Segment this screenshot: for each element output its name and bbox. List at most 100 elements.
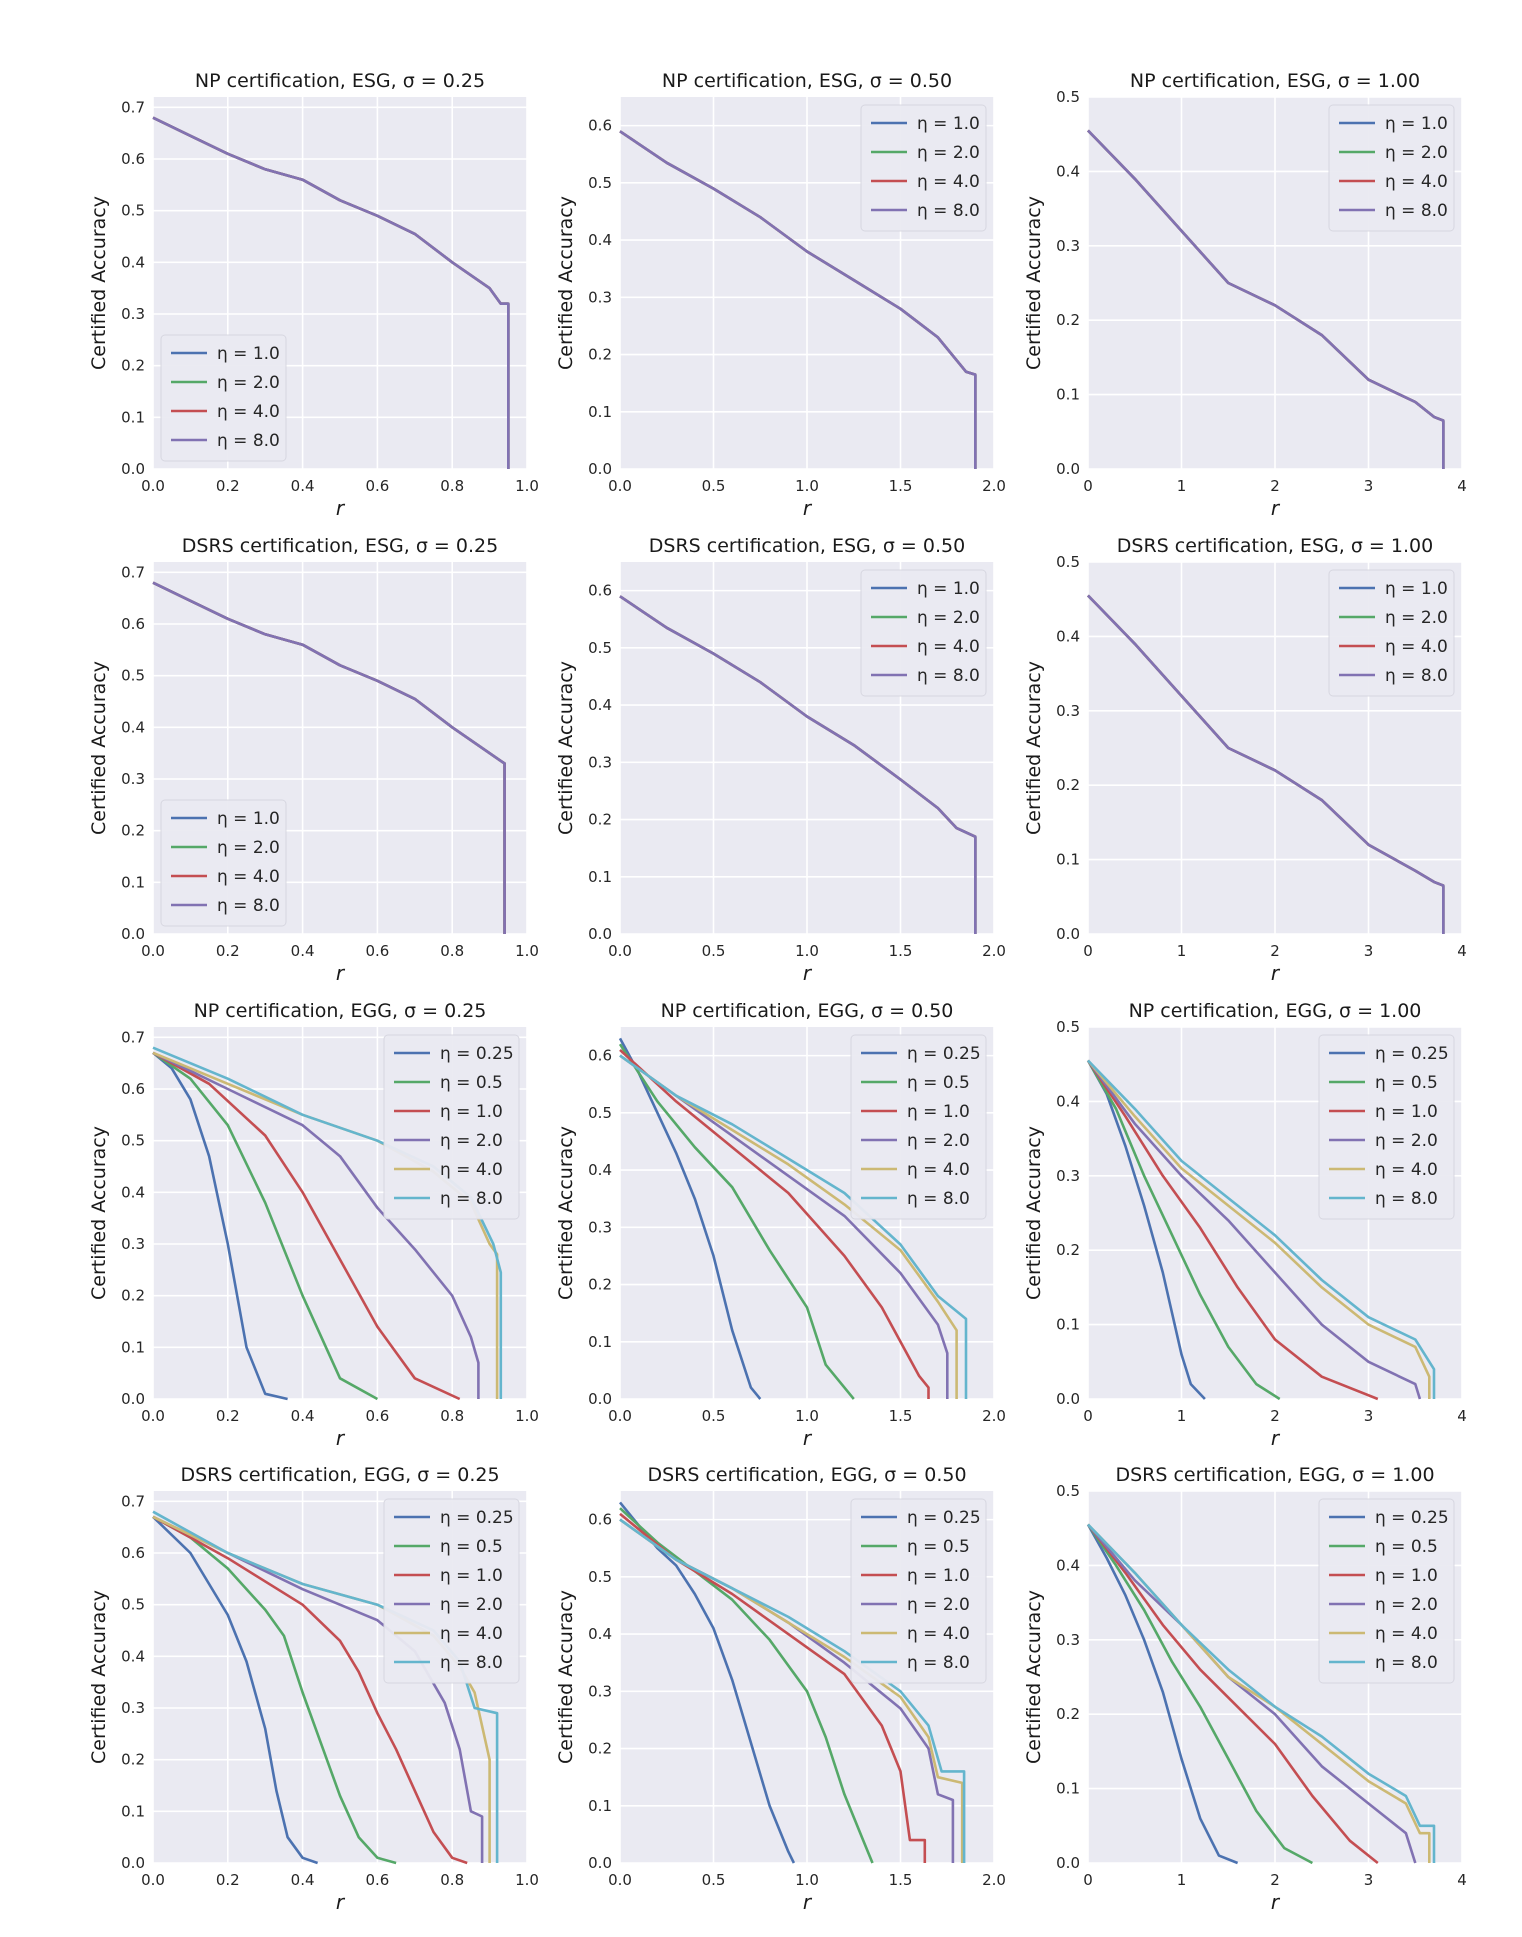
y-tick-label: 0.5 xyxy=(588,639,612,657)
x-tick-label: 0.0 xyxy=(608,1871,632,1889)
y-tick-label: 0.0 xyxy=(121,925,145,943)
x-axis-label: r xyxy=(803,1426,813,1450)
chart-title: NP certification, EGG, σ = 0.50 xyxy=(661,1000,954,1022)
y-tick-label: 0.1 xyxy=(1056,851,1080,869)
legend-label: η = 0.25 xyxy=(907,1044,981,1064)
series-line xyxy=(1086,1059,1422,1400)
y-axis-label: Certified Accuracy xyxy=(555,661,577,835)
y-tick-label: 0.1 xyxy=(1056,386,1080,404)
legend-label: η = 0.5 xyxy=(907,1073,970,1093)
y-tick-label: 0.2 xyxy=(588,811,612,829)
y-tick-label: 0.4 xyxy=(588,1161,612,1179)
y-tick-label: 0.4 xyxy=(121,1647,145,1665)
x-tick-label: 1.0 xyxy=(795,942,819,960)
legend-label: η = 1.0 xyxy=(1385,114,1448,134)
x-tick-label: 0 xyxy=(1083,1407,1093,1425)
chart-panel: 0.0 0.2 0.4 0.6 0.8 1.0 0.0 0.1 0.2 0.3 0.4 0.5 0.6 0… xyxy=(88,535,539,985)
x-tick-label: 3 xyxy=(1364,942,1374,960)
legend-label: η = 2.0 xyxy=(917,608,980,628)
legend-label: η = 2.0 xyxy=(1385,608,1448,628)
y-tick-label: 0.0 xyxy=(588,1854,612,1872)
chart-panel: 0.0 0.2 0.4 0.6 0.8 1.0 0.0 0.1 0.2 0.3 0.4 0.5 0.6 0… xyxy=(88,1000,539,1450)
x-tick-label: 0.6 xyxy=(365,942,389,960)
chart-panel: 0.0 0.5 1.0 1.5 2.0 0.0 0.1 0.2 0.3 0.4 0.5 0.6 DSRS… xyxy=(555,1464,1006,1914)
x-tick-label: 4 xyxy=(1457,1407,1467,1425)
y-tick-label: 0.2 xyxy=(121,1751,145,1769)
legend-label: η = 2.0 xyxy=(440,1595,503,1615)
legend-label: η = 4.0 xyxy=(907,1160,970,1180)
legend-label: η = 8.0 xyxy=(917,201,980,221)
chart-title: DSRS certification, ESG, σ = 0.25 xyxy=(182,535,498,557)
series-line xyxy=(1087,594,1445,934)
x-tick-label: 2 xyxy=(1270,942,1280,960)
x-tick-label: 1.5 xyxy=(889,1407,913,1425)
series-line xyxy=(619,595,977,934)
legend-label: η = 1.0 xyxy=(1375,1102,1438,1122)
legend-box xyxy=(860,104,987,232)
x-tick-label: 2 xyxy=(1270,477,1280,495)
y-tick-label: 0.0 xyxy=(1056,1854,1080,1872)
y-tick-label: 0.4 xyxy=(588,1625,612,1643)
legend-label: η = 1.0 xyxy=(1385,579,1448,599)
y-tick-label: 0.1 xyxy=(1056,1780,1080,1798)
x-tick-label: 1.0 xyxy=(795,1407,819,1425)
y-tick-label: 0.1 xyxy=(121,1338,145,1356)
legend-label: η = 4.0 xyxy=(440,1624,503,1644)
x-tick-label: 1 xyxy=(1177,942,1187,960)
x-tick-label: 0.0 xyxy=(141,1871,165,1889)
x-tick-label: 0.4 xyxy=(291,1871,315,1889)
legend-label: η = 4.0 xyxy=(217,867,280,887)
x-tick-label: 0.4 xyxy=(291,942,315,960)
x-tick-label: 3 xyxy=(1364,477,1374,495)
chart-title: NP certification, ESG, σ = 0.25 xyxy=(195,70,485,92)
x-tick-label: 1.0 xyxy=(795,477,819,495)
x-tick-label: 0.2 xyxy=(216,1871,240,1889)
y-tick-label: 0.5 xyxy=(121,202,145,220)
x-tick-label: 0.8 xyxy=(440,1407,464,1425)
x-tick-label: 0.6 xyxy=(365,1407,389,1425)
series-line xyxy=(619,1054,958,1399)
legend-label: η = 8.0 xyxy=(907,1653,970,1673)
y-tick-label: 0.4 xyxy=(1056,1556,1080,1574)
legend-label: η = 2.0 xyxy=(917,143,980,163)
y-tick-label: 0.2 xyxy=(588,1740,612,1758)
y-tick-label: 0.2 xyxy=(1056,1705,1080,1723)
x-tick-label: 0.8 xyxy=(440,942,464,960)
x-tick-label: 0.4 xyxy=(291,1407,315,1425)
series-line xyxy=(618,1043,855,1400)
legend-label: η = 2.0 xyxy=(907,1595,970,1615)
chart-title: NP certification, ESG, σ = 1.00 xyxy=(1130,70,1420,92)
x-axis-label: r xyxy=(1271,961,1281,985)
series-line xyxy=(619,1507,874,1864)
y-tick-label: 0.0 xyxy=(1056,925,1080,943)
x-tick-label: 0.5 xyxy=(702,1407,726,1425)
chart-panel: 0.0 0.2 0.4 0.6 0.8 1.0 0.0 0.1 0.2 0.3 0.4 0.5 0.6 0… xyxy=(88,70,539,520)
series-line xyxy=(1086,1059,1281,1401)
chart-title: DSRS certification, EGG, σ = 1.00 xyxy=(1115,1464,1434,1486)
x-tick-label: 1 xyxy=(1177,477,1187,495)
x-axis-label: r xyxy=(1271,1890,1281,1914)
x-tick-label: 4 xyxy=(1457,477,1467,495)
legend-label: η = 2.0 xyxy=(907,1131,970,1151)
y-axis-label: Certified Accuracy xyxy=(1023,1590,1045,1764)
legend-label: η = 1.0 xyxy=(917,579,980,599)
y-tick-label: 0.4 xyxy=(1056,627,1080,645)
legend-label: η = 2.0 xyxy=(1385,143,1448,163)
y-tick-label: 0.2 xyxy=(121,822,145,840)
y-tick-label: 0.4 xyxy=(121,253,145,271)
x-tick-label: 1.0 xyxy=(515,477,539,495)
y-tick-label: 0.3 xyxy=(121,305,145,323)
y-tick-label: 0.1 xyxy=(1056,1316,1080,1334)
y-tick-label: 0.7 xyxy=(121,98,145,116)
y-tick-label: 0.4 xyxy=(121,1183,145,1201)
x-tick-label: 0.5 xyxy=(702,942,726,960)
y-tick-label: 0.3 xyxy=(121,1699,145,1717)
y-tick-label: 0.0 xyxy=(1056,460,1080,478)
x-tick-label: 2 xyxy=(1270,1407,1280,1425)
x-tick-label: 0.2 xyxy=(216,942,240,960)
y-axis-label: Certified Accuracy xyxy=(555,196,577,370)
legend-label: η = 4.0 xyxy=(907,1624,970,1644)
y-tick-label: 0.5 xyxy=(121,1596,145,1614)
series-line xyxy=(152,1051,461,1401)
x-tick-label: 2.0 xyxy=(982,1407,1006,1425)
